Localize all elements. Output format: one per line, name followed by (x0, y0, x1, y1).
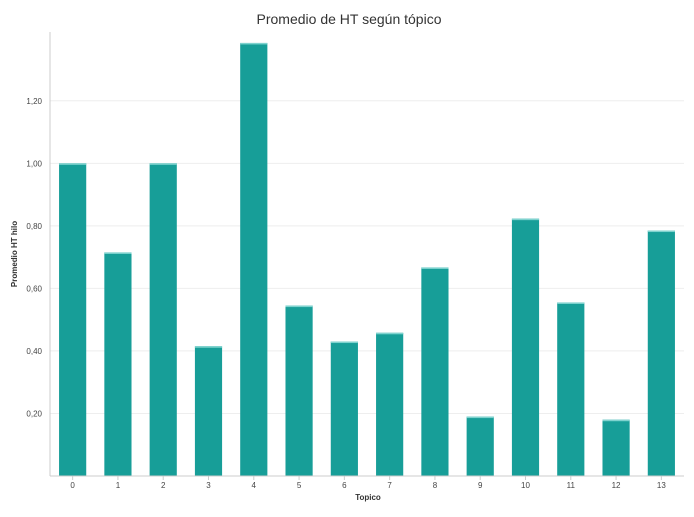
x-tick-label: 7 (387, 481, 392, 490)
bar-4[interactable] (240, 42, 268, 476)
bar-top-highlight (194, 346, 223, 348)
x-tick-label: 13 (657, 481, 666, 490)
x-tick-label: 11 (567, 481, 576, 490)
bar-5[interactable] (285, 305, 313, 476)
y-tick-label: 1,20 (26, 97, 42, 106)
y-tick-label: 0,40 (26, 347, 42, 356)
bar-2[interactable] (149, 163, 177, 476)
bar-top-highlight (647, 230, 675, 233)
bar-1[interactable] (104, 252, 132, 476)
bar-top-highlight (421, 267, 449, 269)
bar-3[interactable] (194, 346, 223, 476)
bar-top-highlight (511, 218, 540, 221)
y-tick-label: 0,80 (26, 222, 42, 231)
y-tick-label: 0,60 (26, 284, 42, 293)
bar-12[interactable] (602, 419, 630, 476)
bar-top-highlight (104, 252, 132, 254)
bar-top-highlight (149, 163, 177, 165)
bar-top-highlight (330, 341, 358, 344)
bar-7[interactable] (376, 332, 404, 476)
x-tick-label: 8 (433, 481, 438, 490)
y-axis-label: Promedio HT hilo (10, 221, 19, 287)
y-tick-label: 1,00 (26, 159, 42, 168)
chart-title: Promedio de HT según tópico (257, 11, 442, 27)
x-tick-label: 0 (70, 481, 75, 490)
bar-top-highlight (376, 332, 404, 335)
x-tick-label: 5 (297, 481, 302, 490)
bar-top-highlight (285, 305, 313, 308)
x-tick-label: 9 (478, 481, 483, 490)
bar-top-highlight (602, 419, 630, 422)
x-tick-labels: 0 1 2 3 4 5 6 7 8 9 10 11 12 13 (70, 476, 666, 490)
x-axis-label: Topico (355, 493, 381, 502)
bar-10[interactable] (511, 218, 540, 476)
y-tick-labels: 0,20 0,40 0,60 0,80 1,00 1,20 (26, 97, 42, 419)
bar-9[interactable] (466, 416, 494, 476)
x-tick-label: 3 (206, 481, 211, 490)
x-tick-label: 2 (161, 481, 166, 490)
bar-top-highlight (466, 416, 494, 419)
bar-top-highlight (557, 302, 585, 304)
x-tick-label: 4 (252, 481, 257, 490)
x-tick-label: 1 (116, 481, 121, 490)
x-tick-label: 10 (521, 481, 530, 490)
bar-8[interactable] (421, 267, 449, 476)
bar-13[interactable] (647, 230, 675, 476)
bar-11[interactable] (557, 302, 585, 476)
bar-6[interactable] (330, 341, 358, 476)
x-tick-label: 6 (342, 481, 347, 490)
grid-layer (50, 100, 684, 414)
bar-top-highlight (59, 163, 87, 165)
bar-0[interactable] (59, 163, 87, 476)
bar-top-highlight (240, 42, 268, 45)
x-tick-label: 12 (612, 481, 621, 490)
bars-layer (59, 42, 675, 476)
y-tick-label: 0,20 (26, 409, 42, 418)
